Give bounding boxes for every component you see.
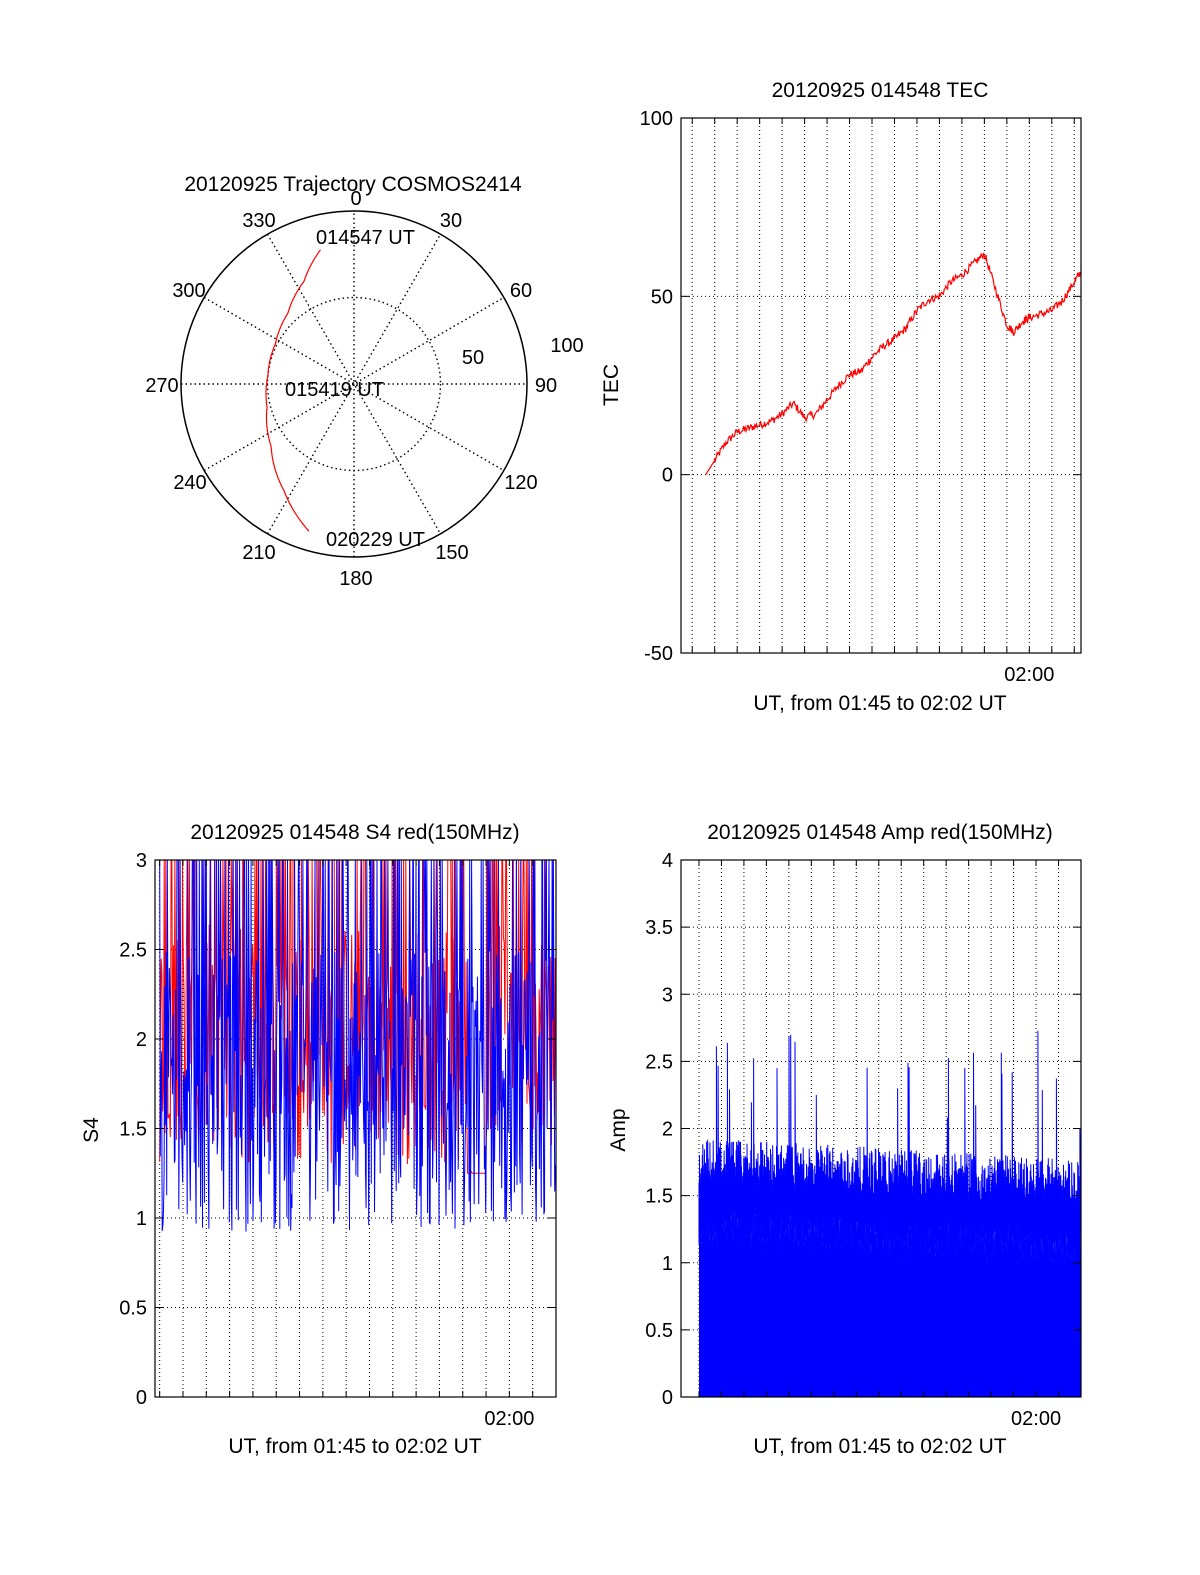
- s4-xtick-label: 02:00: [484, 1408, 534, 1430]
- s4-xlabel: UT, from 01:45 to 02:02 UT: [228, 1435, 481, 1458]
- amp-xtick-label: 02:00: [1011, 1408, 1061, 1430]
- amp-ytick-label: 2: [662, 1119, 673, 1141]
- tec-axes: -50 0 50 100 02:00: [640, 108, 1082, 686]
- trajectory-track: [265, 249, 321, 532]
- s4-ytick-label: 3: [136, 850, 147, 872]
- tec-xtick-label: 02:00: [1004, 664, 1054, 686]
- tec-grid: [681, 118, 1081, 653]
- tec-series-line: [705, 252, 1082, 476]
- azimuth-label: 30: [440, 210, 462, 232]
- trajectory-panel: 20120925 Trajectory COSMOS2414 0 30 60 90 12…: [145, 173, 583, 590]
- azimuth-label: 60: [510, 280, 532, 302]
- tec-ytick-label: -50: [644, 643, 673, 665]
- azimuth-label: 0: [350, 188, 361, 210]
- tec-ylabel: TEC: [600, 364, 623, 406]
- amp-ylabel: Amp: [607, 1108, 630, 1151]
- track-start-label: 014547 UT: [316, 227, 415, 249]
- azimuth-label: 210: [242, 542, 275, 564]
- tec-frame: [680, 117, 1082, 654]
- polar-spoke: [266, 233, 442, 535]
- azimuth-label: 150: [435, 542, 468, 564]
- azimuth-label: 330: [242, 210, 275, 232]
- amp-ytick-label: 2.5: [645, 1051, 673, 1073]
- tec-panel: 20120925 014548 TEC -50 0 50 100 02:00 UT, f…: [600, 79, 1082, 715]
- tec-ytick-label: 50: [651, 286, 673, 308]
- azimuth-label: 270: [145, 375, 178, 397]
- radial-label: 50: [462, 347, 484, 369]
- tec-ytick-label: 100: [640, 108, 673, 130]
- polar-spoke: [203, 296, 505, 472]
- amp-ytick-label: 1: [662, 1253, 673, 1275]
- amp-ytick-label: 3: [662, 984, 673, 1006]
- amp-title: 20120925 014548 Amp red(150MHz): [707, 821, 1053, 844]
- amp-xlabel: UT, from 01:45 to 02:02 UT: [753, 1435, 1006, 1458]
- amp-frame: [680, 859, 1082, 1398]
- polar-spoke: [203, 296, 505, 472]
- amp-ytick-label: 0.5: [645, 1320, 673, 1342]
- s4-ytick-label: 1.5: [119, 1119, 147, 1141]
- polar-grid: [180, 210, 528, 558]
- trajectory-title: 20120925 Trajectory COSMOS2414: [184, 173, 522, 196]
- polar-labels: 0 30 60 90 120 150 180 210 240 270 300 330 50 100: [145, 188, 583, 590]
- s4-frame: [154, 859, 557, 1398]
- tec-xlabel: UT, from 01:45 to 02:02 UT: [753, 692, 1006, 715]
- amp-ytick-label: 4: [662, 850, 673, 872]
- track-end-label: 020229 UT: [326, 529, 425, 551]
- amp-ytick-label: 1.5: [645, 1186, 673, 1208]
- tec-title: 20120925 014548 TEC: [772, 79, 989, 102]
- amp-axes: 0 0.5 1 1.5 2 2.5 3 3.5 4 02:00: [645, 850, 1082, 1430]
- amp-ytick-label: 3.5: [645, 917, 673, 939]
- azimuth-label: 300: [172, 280, 205, 302]
- s4-title: 20120925 014548 S4 red(150MHz): [190, 821, 519, 844]
- azimuth-label: 90: [535, 375, 557, 397]
- s4-ytick-label: 2: [136, 1029, 147, 1051]
- s4-ytick-label: 0.5: [119, 1298, 147, 1320]
- s4-ytick-label: 0: [136, 1387, 147, 1409]
- tec-ytick-label: 0: [662, 465, 673, 487]
- amp-panel: 20120925 014548 Amp red(150MHz) 0 0.5 1 1.5…: [607, 821, 1082, 1458]
- s4-panel: 20120925 014548 S4 red(150MHz) 0 0.5 1 1.5 2…: [80, 821, 557, 1458]
- azimuth-label: 120: [504, 472, 537, 494]
- track-mid-label: 015419 UT: [285, 379, 384, 401]
- azimuth-label: 180: [339, 568, 372, 590]
- radial-label: 100: [550, 335, 583, 357]
- s4-blue-series-line: [159, 859, 557, 1232]
- s4-axes: 0 0.5 1 1.5 2 2.5 3 02:00: [119, 850, 557, 1430]
- polar-spoke: [266, 233, 442, 535]
- amp-ytick-label: 0: [662, 1387, 673, 1409]
- s4-ytick-label: 2.5: [119, 940, 147, 962]
- amp-series-line: [698, 1030, 1082, 1269]
- amp-series-area: [699, 1211, 1081, 1397]
- s4-ylabel: S4: [80, 1117, 103, 1143]
- s4-ytick-label: 1: [136, 1208, 147, 1230]
- azimuth-label: 240: [173, 472, 206, 494]
